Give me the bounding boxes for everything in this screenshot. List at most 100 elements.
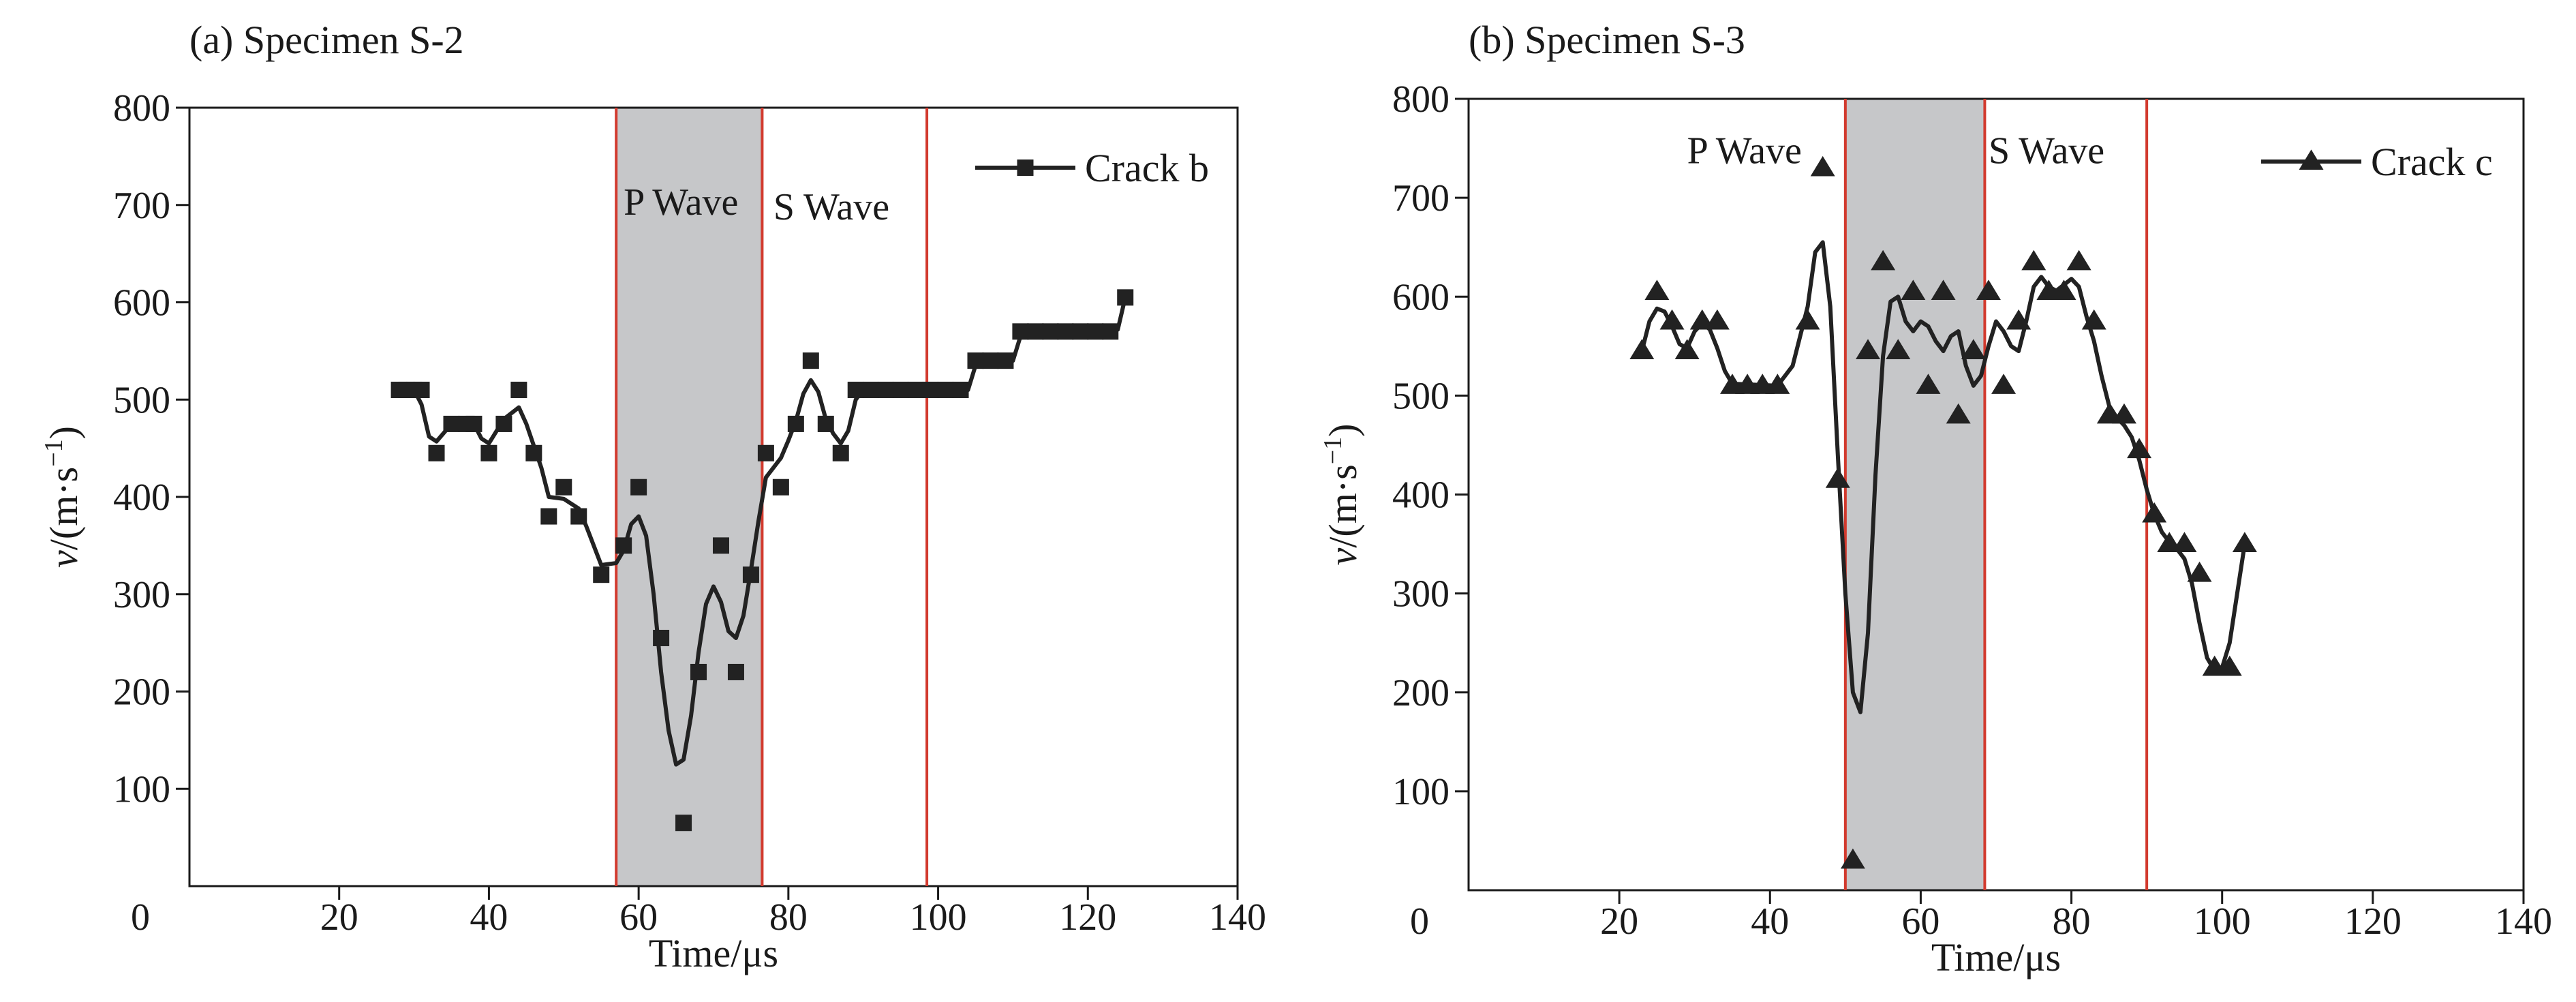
data-point: [1057, 323, 1074, 340]
x-tick-label: 20: [1600, 900, 1638, 943]
data-point: [742, 566, 759, 583]
data-point: [1931, 279, 1956, 300]
data-point: [1087, 323, 1104, 340]
y-axis-label-unit: /(m·s: [1321, 464, 1365, 547]
data-point: [1871, 249, 1896, 271]
x-tick-label: 80: [2053, 900, 2091, 943]
x-tick-label: 120: [1059, 896, 1116, 939]
chart-title: (a) Specimen S-2: [189, 18, 464, 62]
y-axis-label: v/(m·s−1): [40, 426, 86, 568]
data-point: [653, 629, 670, 646]
data-point: [2081, 309, 2106, 330]
y-tick-label: 400: [113, 476, 170, 519]
data-point: [877, 381, 894, 398]
data-point: [428, 444, 445, 461]
data-point: [907, 381, 924, 398]
data-point: [495, 415, 512, 432]
data-point: [1102, 323, 1119, 340]
data-point: [982, 352, 999, 369]
y-tick-label: 700: [1392, 177, 1450, 219]
wave-annotation: P Wave: [1687, 130, 1802, 172]
wave-annotation: S Wave: [1989, 130, 2104, 172]
y-tick-label: 700: [113, 185, 170, 227]
wave-annotation: S Wave: [773, 186, 889, 228]
data-point: [2066, 249, 2091, 271]
data-point: [593, 566, 610, 583]
x-tick-label: 80: [769, 896, 808, 939]
data-point: [2021, 249, 2046, 271]
y-tick-label: 500: [113, 379, 170, 421]
data-point: [510, 381, 527, 398]
legend-marker: [2299, 149, 2324, 170]
data-point: [997, 352, 1014, 369]
data-point: [2006, 309, 2031, 330]
y-axis-label-exponent: −1: [40, 439, 68, 466]
data-point: [465, 415, 482, 432]
data-point: [1629, 339, 1655, 360]
data-point: [787, 415, 804, 432]
data-point: [2142, 502, 2167, 523]
data-point: [727, 663, 744, 680]
y-axis-label-symbol: v: [42, 550, 86, 568]
data-point: [2187, 561, 2212, 582]
origin-label: 0: [1410, 900, 1429, 943]
y-tick-label: 400: [1392, 474, 1450, 517]
data-point: [757, 444, 774, 461]
chart-title: (b) Specimen S-3: [1469, 18, 1745, 62]
chart-panel-b: 20 40 60 80 100 120 140 0 100 200 300 400 500 600 700 8…: [1319, 18, 2552, 980]
data-point: [1117, 289, 1134, 306]
legend-label: Crack c: [2371, 140, 2493, 184]
data-point: [2051, 279, 2076, 300]
data-point: [1840, 848, 1865, 869]
y-tick-label: 800: [1392, 78, 1450, 121]
data-point: [1072, 323, 1089, 340]
data-point: [1916, 374, 1941, 394]
data-point: [952, 381, 969, 398]
x-tick-label: 60: [619, 896, 658, 939]
y-tick-label: 300: [1392, 573, 1450, 616]
x-tick-label: 100: [910, 896, 967, 939]
data-point: [1644, 279, 1670, 300]
data-point: [525, 444, 542, 461]
data-point: [1976, 279, 2001, 300]
data-point: [1674, 339, 1700, 360]
y-axis-label-symbol: v: [1321, 547, 1365, 565]
legend-label: Crack b: [1085, 146, 1209, 190]
x-tick-label: 20: [320, 896, 358, 939]
data-point: [2111, 403, 2136, 424]
x-tick-label: 40: [1751, 900, 1789, 943]
data-point: [1856, 339, 1881, 360]
y-axis-label-exponent: −1: [1319, 437, 1347, 464]
data-point: [817, 415, 834, 432]
data-point: [413, 381, 430, 398]
plot-frame: [1467, 97, 2525, 892]
x-tick-label: 100: [2194, 900, 2251, 943]
y-tick-label: 300: [113, 574, 170, 616]
data-point: [1795, 309, 1820, 330]
origin-label: 0: [131, 896, 150, 939]
data-point: [712, 537, 729, 554]
data-point: [540, 508, 557, 525]
data-point: [967, 352, 984, 369]
chart-panel-a: 20 40 60 80 100 120 140 0 100 200 300 400 500 600 700 8…: [40, 18, 1266, 975]
x-tick-label: 120: [2344, 900, 2402, 943]
y-tick-label: 600: [1392, 276, 1450, 318]
y-axis-label-close: ): [1321, 424, 1365, 437]
y-tick-label: 100: [113, 768, 170, 810]
x-tick-label: 60: [1901, 900, 1939, 943]
data-point: [2172, 532, 2197, 553]
x-tick-label: 140: [1209, 896, 1266, 939]
data-point: [1946, 403, 1971, 424]
data-point: [555, 479, 572, 496]
x-tick-label: 40: [470, 896, 508, 939]
data-point: [675, 815, 692, 832]
data-point: [1961, 339, 1986, 360]
data-point: [2217, 655, 2242, 676]
y-tick-label: 800: [113, 87, 170, 130]
data-point: [862, 381, 879, 398]
data-point: [937, 381, 954, 398]
y-axis-label-close: ): [42, 426, 86, 439]
data-point: [802, 352, 819, 369]
shaded-region: [616, 108, 763, 886]
x-axis-label: Time/μs: [649, 931, 778, 975]
